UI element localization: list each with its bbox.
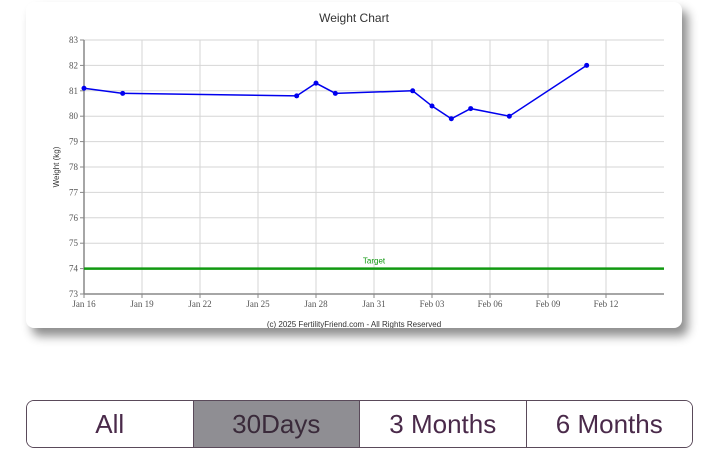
x-tick-label: Feb 06 xyxy=(478,299,503,309)
range-30days-button[interactable]: 30Days xyxy=(193,401,360,447)
x-tick-label: Feb 09 xyxy=(536,299,561,309)
y-tick-label: 81 xyxy=(69,86,78,96)
y-tick-label: 78 xyxy=(69,162,79,172)
y-tick-label: 75 xyxy=(69,238,79,248)
range-selector: All 30Days 3 Months 6 Months xyxy=(26,400,693,448)
weight-point xyxy=(81,85,87,91)
weight-point xyxy=(332,90,338,96)
x-tick-label: Jan 16 xyxy=(72,299,96,309)
x-tick-label: Jan 22 xyxy=(188,299,211,309)
y-tick-label: 77 xyxy=(69,187,79,197)
x-tick-label: Feb 03 xyxy=(420,299,445,309)
chart-title: Weight Chart xyxy=(319,11,389,25)
weight-point xyxy=(468,106,474,112)
weight-point xyxy=(313,80,319,86)
x-tick-labels: Jan 16 Jan 19 Jan 22 Jan 25 Jan 28 Jan 31 Feb … xyxy=(72,299,618,309)
weight-point xyxy=(506,113,512,119)
target-group: Target xyxy=(84,257,664,270)
y-tick-labels: 73 74 75 76 77 78 79 80 81 82 83 xyxy=(69,35,79,299)
range-6months-button[interactable]: 6 Months xyxy=(526,401,692,447)
chart-axes xyxy=(83,40,664,295)
y-tick-label: 74 xyxy=(69,264,79,274)
x-tick-label: Feb 12 xyxy=(594,299,619,309)
weight-chart-card: Weight Chart 73 74 75 76 77 78 79 80 81 82 83 Jan … xyxy=(26,2,682,328)
y-tick-label: 82 xyxy=(69,60,78,70)
x-tick-label: Jan 19 xyxy=(130,299,154,309)
y-tick-label: 80 xyxy=(69,111,79,121)
x-tick-label: Jan 31 xyxy=(362,299,385,309)
y-tick-label: 73 xyxy=(69,289,79,299)
y-axis-label: Weight (kg) xyxy=(52,146,61,187)
copyright-footer: (c) 2025 FertilityFriend.com - All Right… xyxy=(267,320,441,328)
range-3months-button[interactable]: 3 Months xyxy=(360,401,527,447)
weight-point xyxy=(584,62,590,68)
x-tick-label: Jan 25 xyxy=(246,299,270,309)
weight-point xyxy=(120,90,126,96)
weight-point xyxy=(294,93,300,99)
weight-series xyxy=(81,62,590,122)
y-tick-label: 76 xyxy=(69,213,79,223)
weight-point xyxy=(410,88,416,94)
target-label: Target xyxy=(363,257,386,266)
y-tick-label: 83 xyxy=(69,35,79,45)
y-tick-label: 79 xyxy=(69,137,79,147)
x-tick-label: Jan 28 xyxy=(304,299,328,309)
weight-chart: Weight Chart 73 74 75 76 77 78 79 80 81 82 83 Jan … xyxy=(52,11,664,328)
range-all-button[interactable]: All xyxy=(27,401,194,447)
weight-point xyxy=(429,103,435,109)
weight-point xyxy=(448,116,454,122)
